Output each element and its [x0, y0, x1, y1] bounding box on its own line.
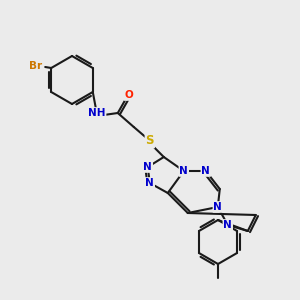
Text: N: N [146, 178, 154, 188]
Text: Br: Br [29, 61, 42, 71]
Text: S: S [146, 134, 154, 148]
Text: NH: NH [88, 108, 106, 118]
Text: O: O [124, 90, 133, 100]
Text: N: N [201, 166, 210, 176]
Text: N: N [213, 202, 222, 212]
Text: N: N [179, 166, 188, 176]
Text: N: N [143, 162, 152, 172]
Text: N: N [224, 220, 232, 230]
